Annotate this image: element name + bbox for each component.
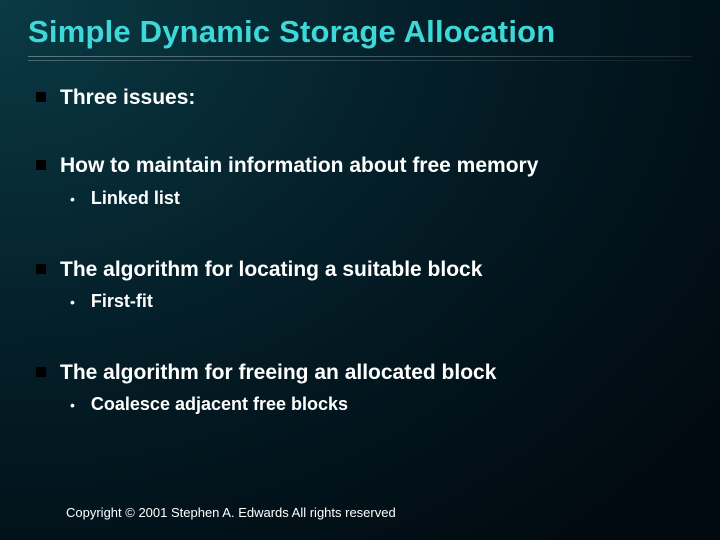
dot-bullet-icon: • [70,397,75,413]
bullet-text: Linked list [91,188,180,209]
bullet-text: How to maintain information about free m… [60,153,538,179]
square-bullet-icon [36,264,46,274]
bullet-text: The algorithm for freeing an allocated b… [60,360,496,386]
bullet-l2: • Coalesce adjacent free blocks [70,394,692,415]
slide-content: Three issues: How to maintain informatio… [28,85,692,415]
dot-bullet-icon: • [70,294,75,310]
bullet-l2: • First-fit [70,291,692,312]
slide-title: Simple Dynamic Storage Allocation [28,14,692,50]
square-bullet-icon [36,367,46,377]
bullet-text: First-fit [91,291,153,312]
dot-bullet-icon: • [70,191,75,207]
bullet-text: The algorithm for locating a suitable bl… [60,257,482,283]
bullet-l1: How to maintain information about free m… [36,153,692,179]
bullet-l1: The algorithm for locating a suitable bl… [36,257,692,283]
bullet-text: Coalesce adjacent free blocks [91,394,348,415]
title-rule-1 [28,56,692,57]
copyright-text: Copyright © 2001 Stephen A. Edwards All … [66,505,396,520]
bullet-l1: Three issues: [36,85,692,111]
bullet-text: Three issues: [60,85,195,111]
slide: Simple Dynamic Storage Allocation Three … [0,0,720,540]
square-bullet-icon [36,92,46,102]
bullet-l2: • Linked list [70,188,692,209]
bullet-l1: The algorithm for freeing an allocated b… [36,360,692,386]
title-rule-2 [28,60,692,61]
square-bullet-icon [36,160,46,170]
